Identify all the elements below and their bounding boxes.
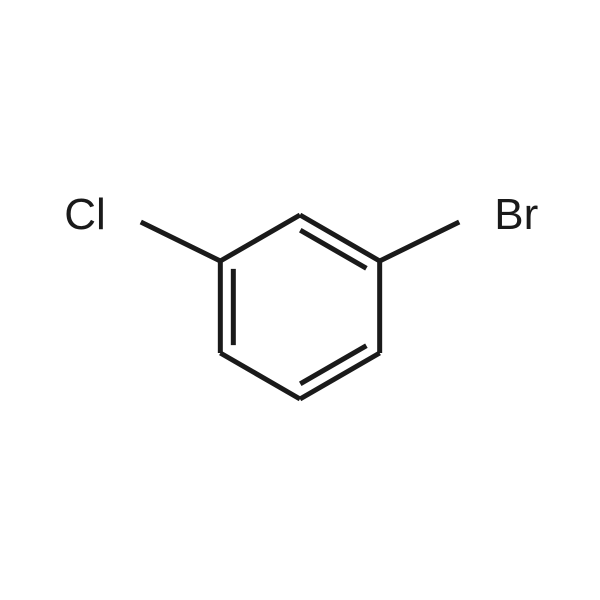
- bond: [141, 222, 221, 261]
- bond: [220, 353, 300, 399]
- atom-label-cl: Cl: [64, 190, 106, 239]
- bond: [380, 222, 460, 261]
- atom-label-br: Br: [494, 190, 538, 239]
- molecule-diagram: Cl Br: [0, 0, 600, 600]
- bond: [220, 215, 300, 261]
